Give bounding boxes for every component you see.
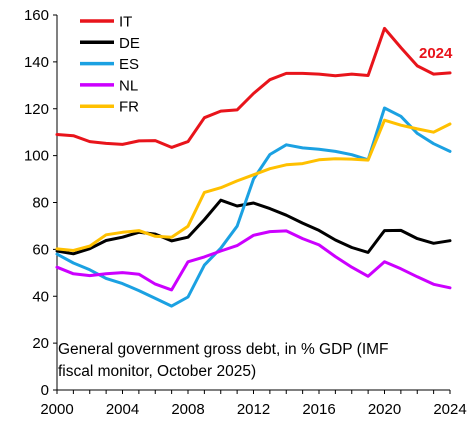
legend-label-fr: FR [119,99,139,116]
y-tick-label: 40 [32,288,49,305]
x-tick-label: 2012 [237,401,270,418]
y-tick-label: 80 [32,195,49,212]
y-tick-label: 160 [24,7,49,24]
series-line-nl [55,229,452,292]
series-line-es [55,106,452,308]
series-lines [55,26,452,308]
x-tick-label: 2000 [40,401,73,418]
series-line-it [55,26,452,149]
y-tick-label: 60 [32,241,49,258]
y-tick-label: 20 [32,335,49,352]
legend-label-de: DE [119,35,140,52]
y-axis-ticks: 0 20 40 60 80 100 120 140 160 [24,7,57,399]
x-tick-label: 2020 [368,401,401,418]
chart-legend: IT DE ES NL FR [80,14,140,116]
legend-label-it: IT [119,14,132,31]
x-tick-label: 2004 [106,401,139,418]
x-axis-ticks: 2000 2004 2008 2012 2016 2020 2024 [40,390,467,418]
y-tick-label: 100 [24,148,49,165]
x-tick-label: 2024 [433,401,466,418]
series-line-fr [55,118,452,252]
x-tick-label: 2016 [302,401,335,418]
y-tick-label: 0 [41,382,49,399]
chart-note-line-2: fiscal monitor, October 2025) [58,363,256,380]
series-line-de [55,198,452,256]
legend-label-es: ES [119,56,139,73]
legend-label-nl: NL [119,77,138,94]
x-tick-label: 2008 [171,401,204,418]
chart-note-line-1: General government gross debt, in % GDP … [58,341,389,358]
year-annotation: 2024 [419,45,453,62]
y-tick-label: 140 [24,54,49,71]
y-tick-label: 120 [24,101,49,118]
